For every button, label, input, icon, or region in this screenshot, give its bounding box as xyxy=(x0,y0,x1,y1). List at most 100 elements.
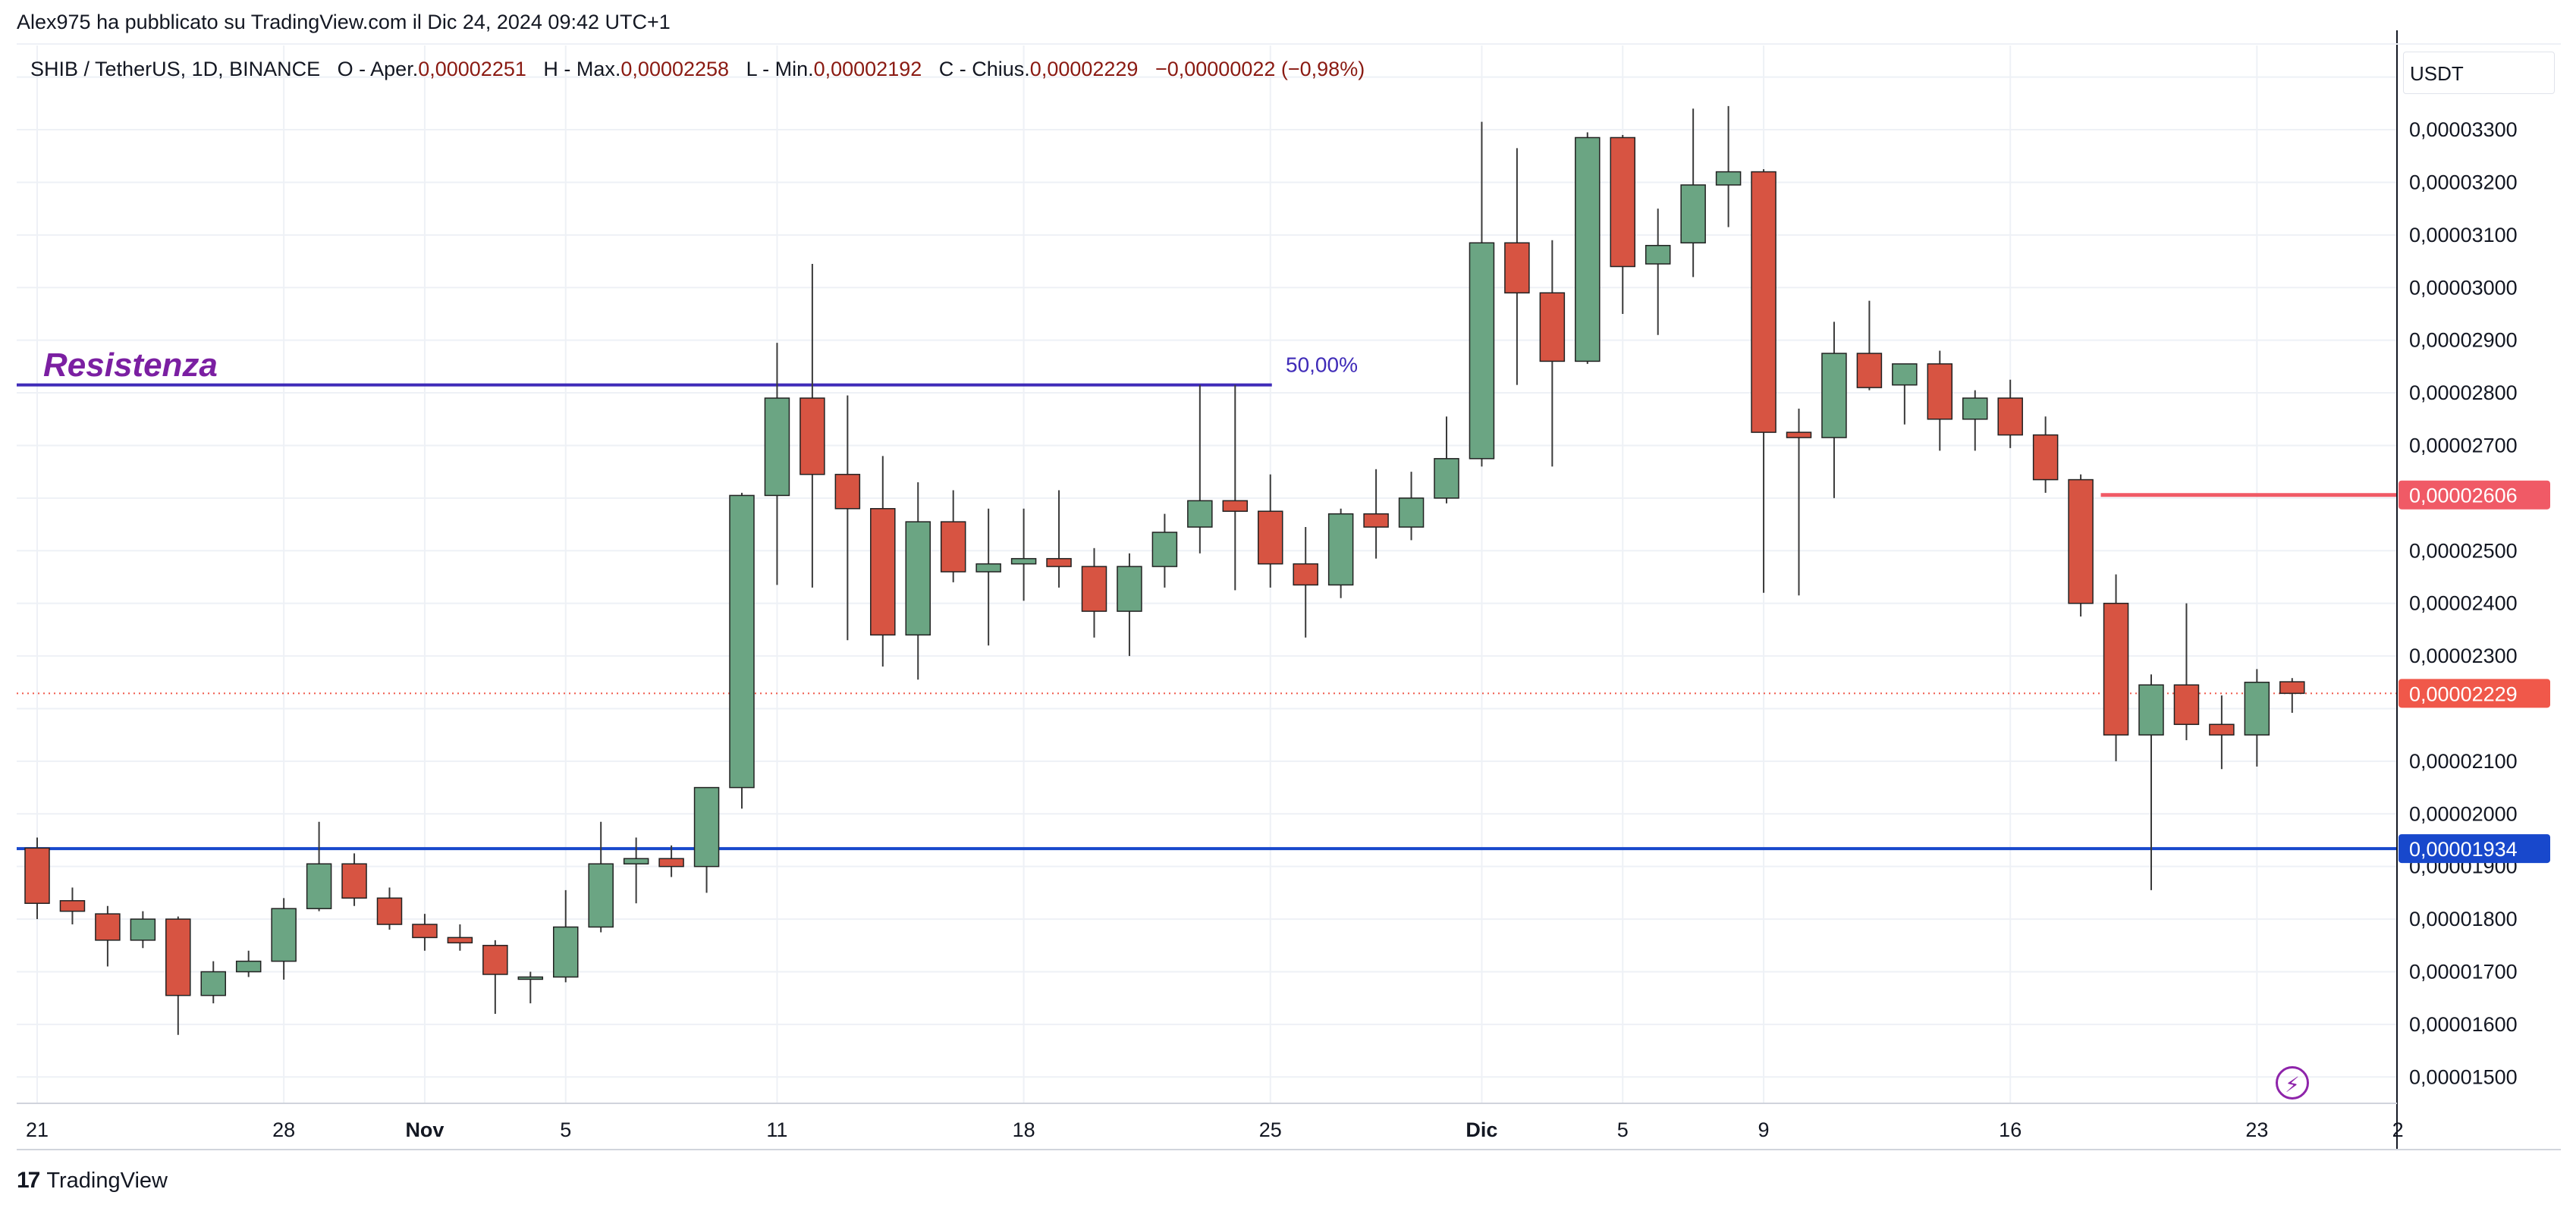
candle-up xyxy=(905,482,931,680)
candle-body xyxy=(1469,242,1495,460)
candle-body xyxy=(2279,681,2305,695)
candle-body xyxy=(1645,244,1671,265)
y-tick-label: 0,00003300 xyxy=(2409,118,2518,141)
candle-up xyxy=(1117,553,1142,657)
candle-body xyxy=(1434,458,1459,499)
candle-body xyxy=(376,897,403,925)
candle-body xyxy=(1751,171,1776,433)
candle-body xyxy=(1187,500,1213,528)
candle-body xyxy=(1046,557,1072,567)
y-tick-label: 0,00002400 xyxy=(2409,592,2518,615)
candle-down xyxy=(2103,574,2129,761)
candle-down xyxy=(2279,678,2305,714)
candle-body xyxy=(693,786,720,867)
change-value: −0,00000022 (−0,98%) xyxy=(1154,58,1365,80)
y-tick-label: 0,00002700 xyxy=(2409,434,2518,456)
candle-body xyxy=(1715,171,1742,186)
candle-down xyxy=(1046,490,1072,588)
candle-up xyxy=(1821,322,1847,498)
x-tick-label: 2 xyxy=(2392,1118,2404,1141)
candle-body xyxy=(1327,513,1354,586)
candle-up xyxy=(693,786,720,893)
candle-up xyxy=(1434,416,1459,504)
candle-body xyxy=(800,397,825,475)
candle-body xyxy=(1081,566,1107,612)
close-label: C - Chius. xyxy=(938,58,1030,80)
candle-down xyxy=(1363,469,1389,559)
candle-body xyxy=(235,960,262,973)
candle-up xyxy=(1469,121,1495,467)
low-label: L - Min. xyxy=(746,58,814,80)
candle-up xyxy=(1010,508,1037,601)
candle-body xyxy=(1504,242,1530,293)
candle-down xyxy=(1539,240,1566,467)
candle-up xyxy=(1398,472,1425,541)
y-tick-label: 0,00002800 xyxy=(2409,381,2518,404)
candle-body xyxy=(623,858,649,864)
candle-body xyxy=(95,913,121,941)
candle-body xyxy=(764,397,790,497)
candle-down xyxy=(800,264,825,588)
candle-up xyxy=(553,889,579,983)
candle-body xyxy=(341,863,367,899)
low-value: 0,00002192 xyxy=(813,58,922,80)
y-tick-label: 0,00002500 xyxy=(2409,539,2518,562)
candle-up xyxy=(1645,209,1671,335)
candle-body xyxy=(1997,397,2023,436)
candle-body xyxy=(2244,682,2270,736)
ohlc-legend: SHIB / TetherUS, 1D, BINANCE O - Aper.0,… xyxy=(30,58,1365,81)
candle-body xyxy=(870,507,896,636)
candle-down xyxy=(940,490,966,582)
symbol-label[interactable]: SHIB / TetherUS, 1D, BINANCE xyxy=(30,58,321,80)
candle-down xyxy=(2173,603,2200,741)
lightning-icon[interactable]: ⚡ xyxy=(2276,1066,2309,1100)
candle-down xyxy=(1222,384,1249,591)
x-tick-label: 11 xyxy=(766,1118,787,1141)
candle-body xyxy=(165,918,191,996)
candle-body xyxy=(1363,513,1389,528)
candle-down xyxy=(341,853,367,906)
y-tick-label: 0,00001700 xyxy=(2409,960,2518,983)
candle-body xyxy=(482,945,508,975)
candle-body xyxy=(2209,723,2235,736)
candle-up xyxy=(729,492,755,809)
candle-body xyxy=(1222,500,1249,512)
candle-down xyxy=(2068,474,2094,617)
candle-down xyxy=(482,940,508,1015)
currency-unit-button[interactable]: USDT xyxy=(2403,52,2555,94)
tradingview-brand[interactable]: 17 TradingView xyxy=(17,1168,168,1194)
candle-up xyxy=(235,950,262,977)
candle-body xyxy=(447,936,473,944)
resistance-annotation[interactable]: Resistenza xyxy=(43,347,218,384)
candles xyxy=(24,105,2305,1035)
candle-body xyxy=(1786,431,1812,438)
high-value: 0,00002258 xyxy=(620,58,730,80)
tradingview-logo-icon: 17 xyxy=(17,1168,40,1193)
candle-body xyxy=(1821,353,1847,438)
y-tick-label: 0,00002900 xyxy=(2409,329,2518,352)
current-price-tag xyxy=(2399,679,2550,708)
candle-up xyxy=(764,343,790,585)
candle-body xyxy=(588,863,614,928)
y-tick-label: 0,00002000 xyxy=(2409,802,2518,825)
level-lines: 50,00% xyxy=(17,353,2397,851)
high-label: H - Max. xyxy=(543,58,621,80)
current-price-tag-label: 0,00002229 xyxy=(2409,682,2518,705)
grid xyxy=(17,45,2397,1103)
x-tick-label: 16 xyxy=(1999,1118,2022,1141)
y-tick-label: 0,00002100 xyxy=(2409,750,2518,773)
candle-body xyxy=(1539,292,1566,362)
candle-down xyxy=(95,905,121,967)
axes: 0,000034000,000033000,000032000,00003100… xyxy=(17,30,2561,1150)
x-tick-label: 5 xyxy=(560,1118,571,1141)
candle-body xyxy=(1258,510,1283,565)
candle-body xyxy=(1293,563,1318,586)
candle-body xyxy=(1856,353,1883,388)
candle-down xyxy=(1786,408,1812,596)
candle-down xyxy=(1751,169,1776,593)
candle-down xyxy=(1997,379,2023,448)
candle-body xyxy=(517,976,544,980)
candle-up xyxy=(517,971,544,1004)
y-tick-label: 0,00001800 xyxy=(2409,908,2518,930)
